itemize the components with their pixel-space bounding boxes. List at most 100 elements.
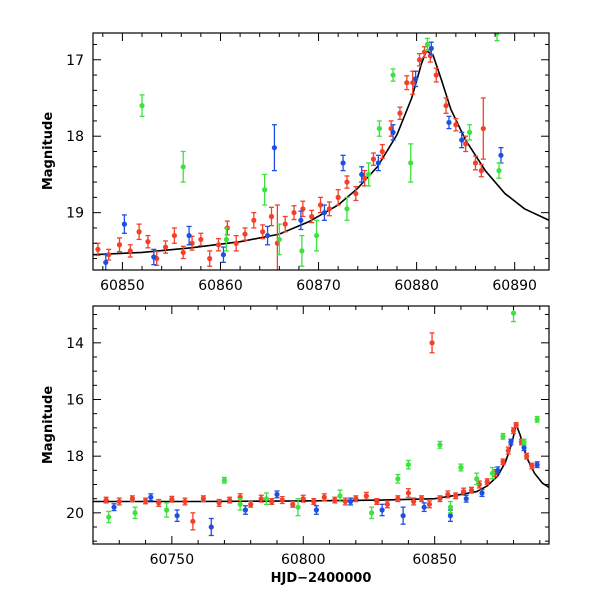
top-green-point-11 <box>408 143 414 183</box>
top-red-point-9 <box>180 245 186 260</box>
top-blue-point-2 <box>151 248 157 266</box>
top-x-tick-label-2: 60870 <box>296 278 341 294</box>
bottom-blue-point-9 <box>400 506 406 525</box>
bottom-x-tick-label-1: 60800 <box>281 552 326 568</box>
bottom-red-point-45 <box>524 452 530 460</box>
bottom-red-point-32 <box>437 495 443 503</box>
top-red-point-34 <box>397 106 403 121</box>
bottom-red-point-3 <box>142 497 149 505</box>
top-red-point-20 <box>274 204 280 270</box>
bottom-red-point-19 <box>321 493 327 502</box>
top-blue-point-10 <box>359 166 365 183</box>
bottom-red-point-38 <box>484 478 490 486</box>
top-red-point-15 <box>233 234 239 252</box>
bottom-red-point-1 <box>116 497 122 506</box>
bottom-green-point-8 <box>368 506 375 520</box>
top-green-point-1 <box>180 150 186 183</box>
bottom-blue-point-12 <box>463 494 469 503</box>
top-red-point-8 <box>171 227 177 244</box>
bottom-red-point-13 <box>258 494 264 503</box>
bottom-red-point-23 <box>363 491 369 500</box>
bottom-blue-point-13 <box>479 488 485 498</box>
bottom-red-point-4 <box>156 498 162 507</box>
bottom-blue-point-6 <box>313 505 320 515</box>
top-red-point-7 <box>162 240 169 254</box>
top-red-point-11 <box>198 232 204 247</box>
bottom-red-point-16 <box>290 500 296 508</box>
top-red-point-26 <box>326 201 332 217</box>
bottom-green-point-12 <box>447 500 454 514</box>
top-red-point-1 <box>106 248 112 261</box>
bottom-y-tick-label-2: 18 <box>66 449 84 465</box>
top-red-point-32 <box>379 143 385 160</box>
top-green-point-12 <box>424 37 430 52</box>
bottom-data-points-layer <box>103 306 540 537</box>
bottom-plot-frame <box>92 305 550 545</box>
bottom-red-point-17 <box>300 494 306 503</box>
top-blue-point-14 <box>428 41 434 56</box>
top-blue-point-4 <box>220 246 227 264</box>
bottom-red-point-37 <box>476 480 482 489</box>
bottom-red-point-30 <box>426 500 433 509</box>
bottom-green-point-14 <box>474 472 480 486</box>
top-panel: 60850 60860 60870 60880 60890 17 18 19 Magnitud… <box>41 32 550 294</box>
bottom-red-point-26 <box>395 495 401 503</box>
top-blue-point-9 <box>340 154 346 172</box>
bottom-blue-point-0 <box>111 503 117 512</box>
top-data-points-layer <box>95 33 504 270</box>
bottom-y-tick-label-0: 14 <box>66 336 84 352</box>
top-blue-point-0 <box>103 254 109 270</box>
top-blue-point-1 <box>121 214 127 234</box>
top-blue-point-12 <box>390 124 396 141</box>
bottom-blue-point-2 <box>174 509 180 522</box>
bottom-red-point-12 <box>248 500 254 508</box>
top-red-point-43 <box>463 135 469 153</box>
top-red-point-4 <box>136 223 142 241</box>
bottom-red-point-8 <box>200 495 206 503</box>
top-blue-point-5 <box>264 225 271 246</box>
bottom-green-point-9 <box>395 473 401 484</box>
bottom-blue-point-14 <box>495 466 501 475</box>
top-green-point-9 <box>376 120 382 137</box>
bottom-red-point-41 <box>505 446 511 455</box>
bottom-green-point-18 <box>521 438 527 446</box>
top-green-point-13 <box>466 124 473 141</box>
bottom-green-point-6 <box>295 498 301 517</box>
top-blue-point-8 <box>321 204 328 221</box>
bottom-red-point-46 <box>529 462 535 470</box>
bottom-blue-point-4 <box>242 505 249 515</box>
bottom-green-point-1 <box>132 506 138 520</box>
top-x-tick-label-3: 60880 <box>394 278 439 294</box>
top-y-tick-label-1: 18 <box>66 129 84 145</box>
top-y-tick-label-2: 19 <box>66 206 84 222</box>
bottom-red-point-31 <box>429 332 435 354</box>
bottom-green-point-3 <box>221 476 228 484</box>
top-blue-point-11 <box>375 154 381 172</box>
top-x-tick-label-1: 60860 <box>198 278 243 294</box>
bottom-y-axis-label: Magnitude <box>41 386 56 465</box>
bottom-red-point-34 <box>453 492 459 500</box>
bottom-green-point-2 <box>163 502 170 518</box>
bottom-blue-point-16 <box>521 444 527 452</box>
top-x-tick-label-4: 60890 <box>492 278 537 294</box>
bottom-ticks-layer: 60750 60800 60850 14 16 18 20 <box>66 306 549 568</box>
bottom-red-point-7 <box>190 512 196 531</box>
top-blue-point-3 <box>186 225 192 246</box>
top-red-point-37 <box>416 52 423 67</box>
top-green-point-6 <box>313 219 320 252</box>
bottom-red-point-40 <box>500 458 506 466</box>
top-red-point-31 <box>370 152 377 166</box>
top-red-point-36 <box>410 70 416 95</box>
bottom-panel: 60750 60800 60850 14 16 18 20 Magnitude HJD−24… <box>41 305 550 586</box>
bottom-green-point-5 <box>263 492 270 505</box>
bottom-blue-point-17 <box>534 461 540 469</box>
top-red-point-12 <box>207 250 213 267</box>
top-red-point-19 <box>268 206 275 227</box>
bottom-red-point-9 <box>216 498 222 507</box>
top-red-point-17 <box>251 212 257 229</box>
top-red-point-38 <box>421 46 428 59</box>
top-blue-point-17 <box>498 147 504 164</box>
top-blue-point-7 <box>298 210 304 231</box>
bottom-red-point-21 <box>342 497 348 506</box>
